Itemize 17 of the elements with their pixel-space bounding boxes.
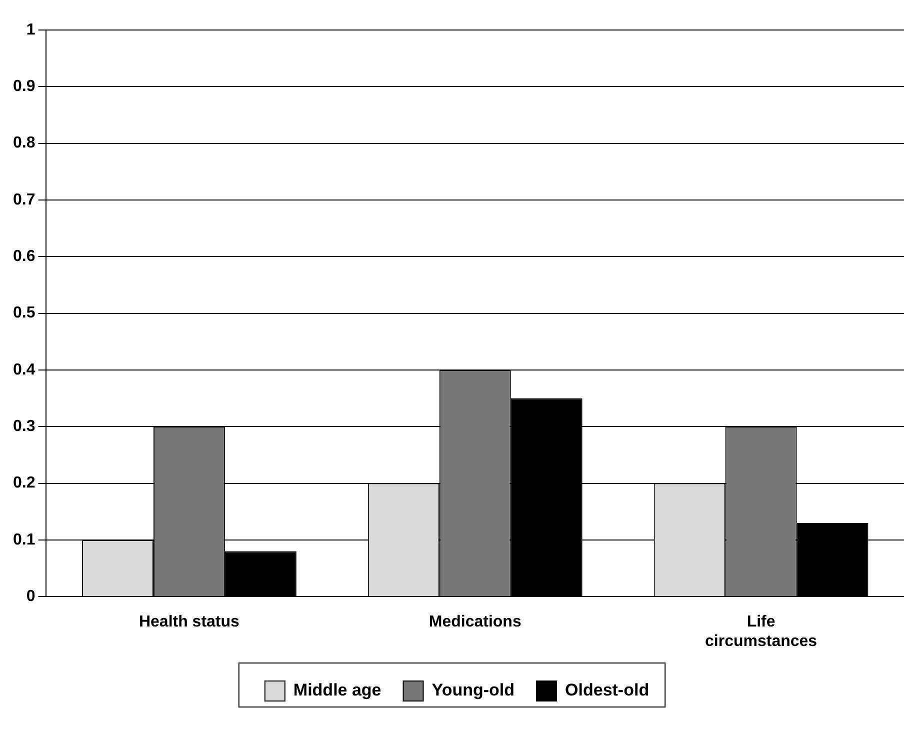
y-tick-label: 0.2 — [12, 474, 36, 492]
x-tick-label: Health status — [138, 614, 240, 631]
y-tick-label: 0.6 — [12, 248, 36, 266]
y-tick-label: 0.4 — [12, 361, 36, 378]
legend-label: Oldest-old — [565, 680, 650, 700]
y-tick-label: 0 — [26, 588, 36, 606]
y-tick-label: 0.3 — [12, 418, 36, 436]
x-tick-label: Life circumstances — [705, 614, 818, 650]
legend-label: Young-old — [432, 680, 515, 700]
y-tick-label: 0.8 — [12, 134, 36, 152]
y-tick-label: 0.1 — [12, 531, 36, 548]
y-tick-label: 0.5 — [12, 304, 36, 322]
x-tick-label: Medications — [428, 614, 522, 631]
legend-label: Middle age — [293, 680, 382, 700]
y-tick-label: 0.9 — [12, 78, 36, 96]
y-tick-label: 1 — [26, 21, 36, 38]
y-tick-label: 0.7 — [12, 191, 36, 208]
